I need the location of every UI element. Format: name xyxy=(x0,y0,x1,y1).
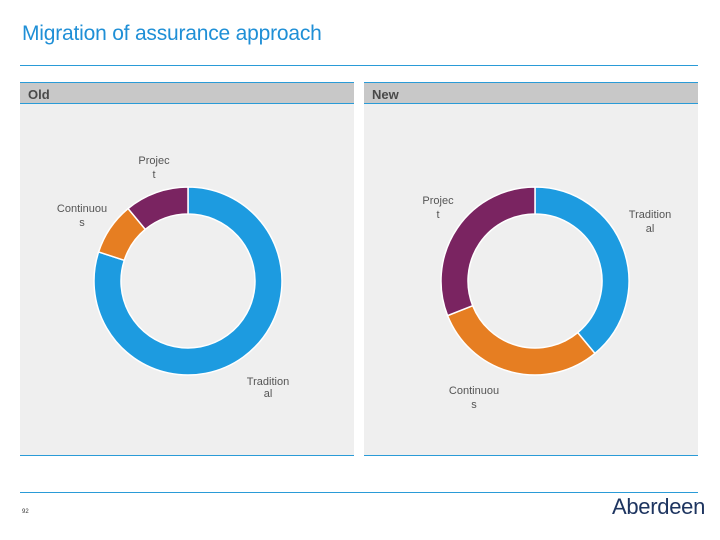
slice-new-traditional xyxy=(534,186,630,355)
page-title: Migration of assurance approach xyxy=(22,22,322,45)
panel-old: Old xyxy=(20,82,354,456)
panel-new-bottom-rule xyxy=(364,455,698,456)
panel-old-title: Old xyxy=(28,87,50,102)
slice-new-project xyxy=(440,186,536,317)
panel-old-header: Old xyxy=(20,82,354,104)
footer-rule xyxy=(20,492,698,493)
slice-old-project xyxy=(127,186,189,231)
slice-new-continuous xyxy=(446,304,596,376)
panel-new: New xyxy=(364,82,698,456)
label-new-continuous: Continuou s xyxy=(449,385,499,411)
aberdeen-logo: Aberdeen xyxy=(612,494,706,519)
slice-old-traditional xyxy=(93,186,283,376)
label-old-continuous: Continuou s xyxy=(57,203,107,229)
label-old-traditional: Tradition al xyxy=(247,376,289,400)
label-new-traditional: Tradition al xyxy=(629,209,671,235)
panel-new-title: New xyxy=(372,87,399,102)
title-rule xyxy=(20,65,698,66)
donut-chart-new: Tradition al Continuou s Projec t xyxy=(422,186,671,411)
donut-chart-old: Tradition al Continuou s Projec t xyxy=(57,155,289,400)
label-new-project: Projec t xyxy=(422,195,454,221)
panel-new-header: New xyxy=(364,82,698,104)
panel-old-bottom-rule xyxy=(20,455,354,456)
label-old-project: Projec t xyxy=(138,155,170,181)
page-number: 92 xyxy=(22,509,29,515)
